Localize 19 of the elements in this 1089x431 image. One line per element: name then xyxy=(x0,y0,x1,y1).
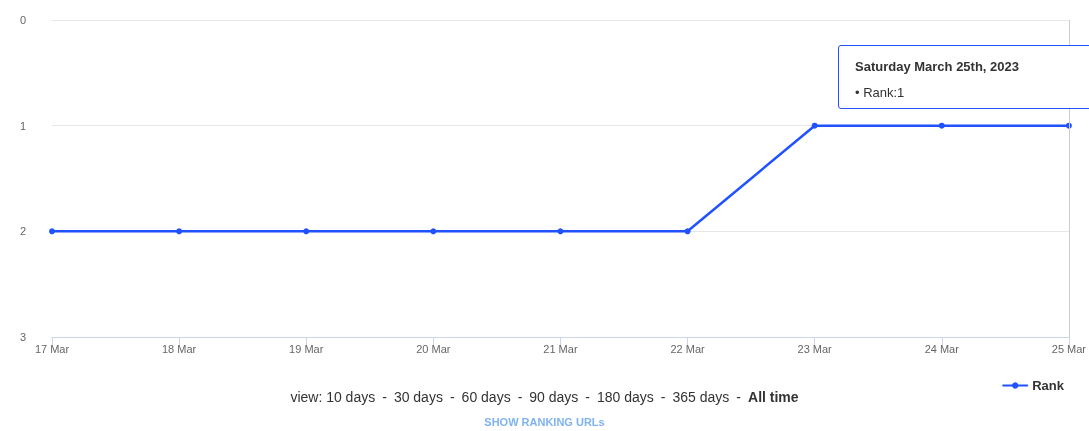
y-tick-label: 3 xyxy=(19,331,26,343)
x-tick-label: 23 Mar xyxy=(797,342,833,355)
annotation: • Rank:1 xyxy=(855,85,905,100)
x-tick-label: 19 Mar xyxy=(289,342,324,355)
x-tick-label: 17 Mar xyxy=(34,342,70,355)
legend-label: Rank xyxy=(1032,378,1065,393)
x-tick-label: 21 Mar xyxy=(543,342,578,355)
tooltip-box: Saturday March 25th, 2023 • Rank:1 xyxy=(838,45,1089,109)
x-tick-label: 22 Mar xyxy=(670,342,705,355)
x-tick-label: 20 Mar xyxy=(416,342,451,355)
y-tick-label: 2 xyxy=(19,225,26,238)
x-tick-label: 25 Mar xyxy=(1051,342,1087,355)
y-tick-label: 0 xyxy=(19,14,26,26)
x-tick-label: 24 Mar xyxy=(924,342,960,355)
x-tick-label: 18 Mar xyxy=(161,342,197,355)
annotation: Saturday March 25th, 2023 xyxy=(855,59,1020,74)
y-tick-label: 1 xyxy=(19,119,26,132)
text: SHOW RANKING URLs xyxy=(484,416,605,428)
text: view: 10 days - 30 days - 60 days - 90 days - 180 days - 365 days - All time xyxy=(290,389,799,405)
